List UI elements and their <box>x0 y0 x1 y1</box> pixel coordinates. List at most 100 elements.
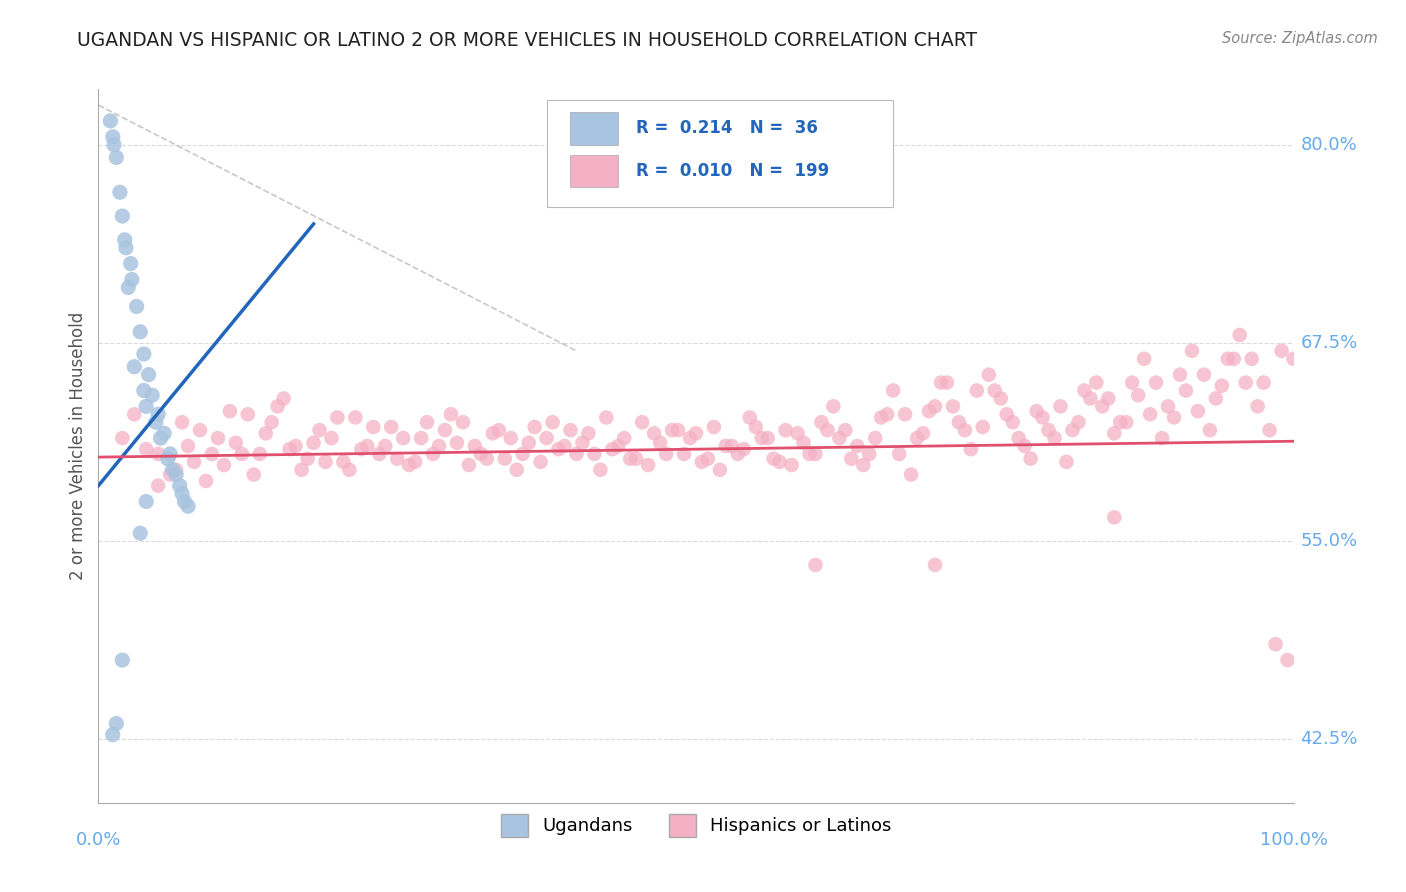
Point <box>148 407 170 421</box>
Point <box>195 474 218 488</box>
Point <box>554 439 576 453</box>
Point <box>613 431 636 445</box>
Point <box>960 442 983 457</box>
Point <box>1229 328 1251 343</box>
Point <box>673 447 696 461</box>
Point <box>291 463 314 477</box>
Point <box>332 455 354 469</box>
Point <box>631 415 654 429</box>
Point <box>440 407 463 421</box>
Point <box>105 150 128 164</box>
Point <box>709 463 731 477</box>
Point <box>153 426 176 441</box>
Point <box>177 439 200 453</box>
Point <box>1097 392 1119 406</box>
Point <box>1258 423 1281 437</box>
Point <box>148 447 170 461</box>
Point <box>1277 653 1299 667</box>
Point <box>924 558 946 572</box>
Point <box>972 420 994 434</box>
Point <box>942 400 965 414</box>
Point <box>1121 376 1143 390</box>
Point <box>148 478 170 492</box>
Point <box>745 420 768 434</box>
Point <box>769 455 792 469</box>
Point <box>125 300 148 314</box>
Point <box>111 209 134 223</box>
Point <box>145 415 167 429</box>
Point <box>231 447 253 461</box>
Point <box>1104 426 1126 441</box>
Point <box>536 431 558 445</box>
Point <box>733 442 755 457</box>
Point <box>1025 404 1047 418</box>
Point <box>571 435 593 450</box>
Point <box>1282 351 1305 366</box>
Point <box>135 494 157 508</box>
Point <box>1253 376 1275 390</box>
Point <box>169 478 191 492</box>
Point <box>411 431 433 445</box>
Point <box>1264 637 1286 651</box>
Point <box>101 728 124 742</box>
Point <box>1128 388 1150 402</box>
Point <box>117 280 139 294</box>
Point <box>464 439 486 453</box>
Point <box>339 463 361 477</box>
Point <box>834 423 856 437</box>
Point <box>841 451 863 466</box>
Point <box>953 423 976 437</box>
Point <box>165 463 187 477</box>
Point <box>714 439 737 453</box>
Point <box>1115 415 1137 429</box>
Point <box>1133 351 1156 366</box>
Point <box>918 404 941 418</box>
Point <box>141 388 163 402</box>
Point <box>889 447 911 461</box>
Point <box>115 241 138 255</box>
Point <box>111 653 134 667</box>
Point <box>523 420 546 434</box>
Point <box>661 423 683 437</box>
Point <box>560 423 582 437</box>
Point <box>129 325 152 339</box>
Point <box>738 410 761 425</box>
Point <box>470 447 492 461</box>
Point <box>1085 376 1108 390</box>
Point <box>966 384 988 398</box>
Bar <box>571 112 619 145</box>
Point <box>810 415 832 429</box>
Point <box>243 467 266 482</box>
Point <box>278 442 301 457</box>
Point <box>308 423 330 437</box>
Point <box>326 410 349 425</box>
Point <box>494 451 516 466</box>
Legend: Ugandans, Hispanics or Latinos: Ugandans, Hispanics or Latinos <box>494 807 898 844</box>
Text: UGANDAN VS HISPANIC OR LATINO 2 OR MORE VEHICLES IN HOUSEHOLD CORRELATION CHART: UGANDAN VS HISPANIC OR LATINO 2 OR MORE … <box>77 31 977 50</box>
Point <box>637 458 659 472</box>
Point <box>149 431 172 445</box>
Point <box>350 442 373 457</box>
Point <box>1080 392 1102 406</box>
Point <box>1152 431 1174 445</box>
Point <box>1187 404 1209 418</box>
Point <box>1163 410 1185 425</box>
Point <box>124 407 146 421</box>
Point <box>583 447 606 461</box>
Point <box>655 447 678 461</box>
Point <box>1109 415 1132 429</box>
Point <box>451 415 474 429</box>
Point <box>990 392 1012 406</box>
Point <box>249 447 271 461</box>
Point <box>650 435 672 450</box>
Point <box>120 257 142 271</box>
Point <box>207 431 229 445</box>
Point <box>260 415 283 429</box>
Point <box>666 423 689 437</box>
Point <box>865 431 887 445</box>
Point <box>751 431 773 445</box>
Point <box>512 447 534 461</box>
Point <box>799 447 821 461</box>
Point <box>380 420 402 434</box>
Point <box>236 407 259 421</box>
